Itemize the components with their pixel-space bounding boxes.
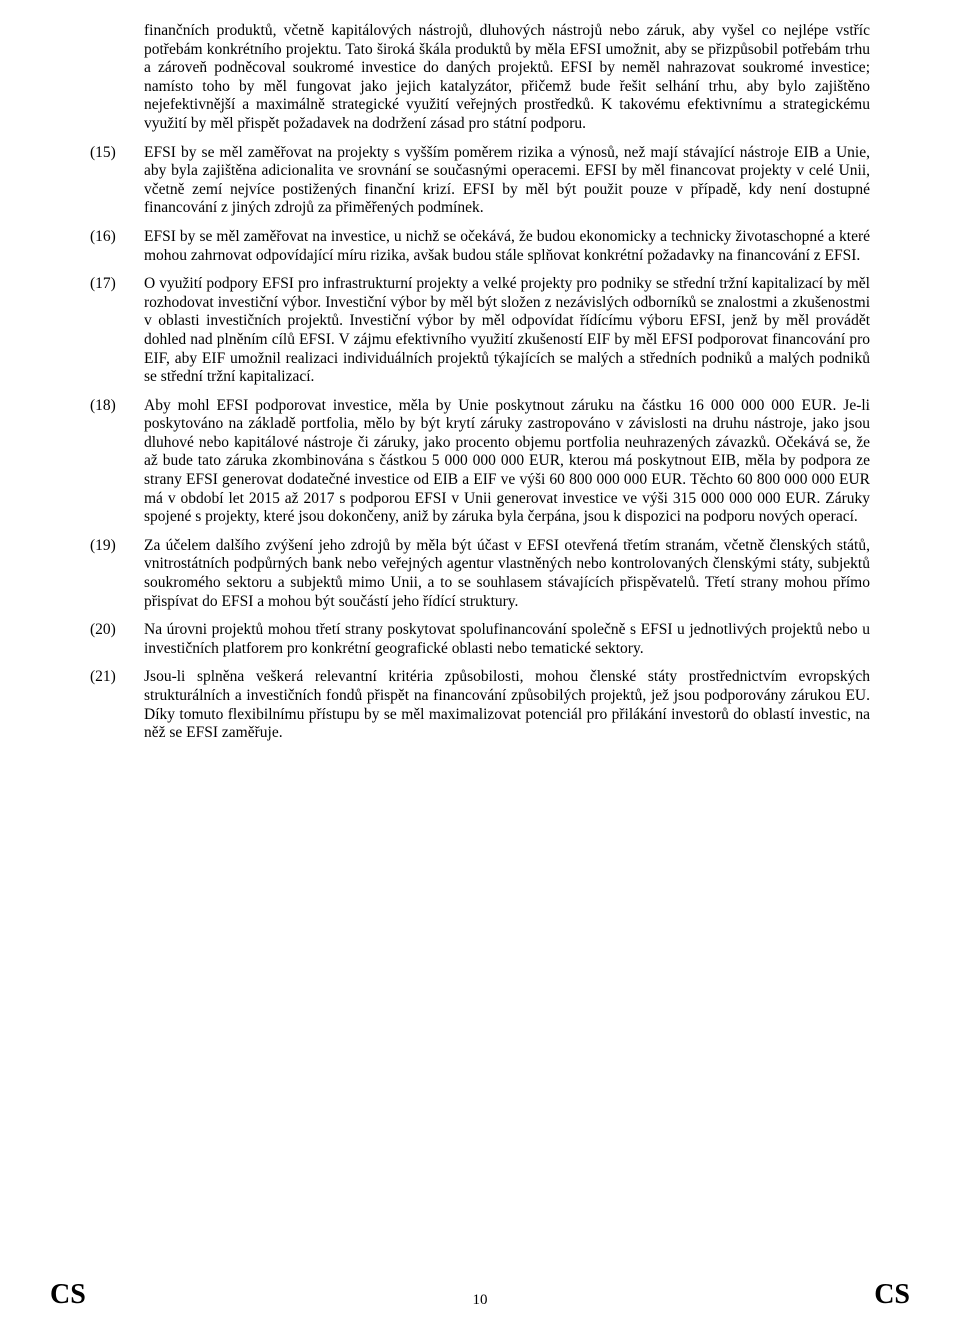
- paragraph-body: EFSI by se měl zaměřovat na investice, u…: [144, 228, 870, 265]
- page-number: 10: [473, 1291, 488, 1309]
- paragraph-number: (18): [90, 397, 144, 527]
- page-footer: CS 10 CS: [0, 1278, 960, 1312]
- paragraph-15: (15) EFSI by se měl zaměřovat na projekt…: [90, 144, 870, 218]
- paragraph-18: (18) Aby mohl EFSI podporovat investice,…: [90, 397, 870, 527]
- paragraph-number: (19): [90, 537, 144, 611]
- paragraph-number: (17): [90, 275, 144, 387]
- paragraph-number: (21): [90, 668, 144, 742]
- paragraph-16: (16) EFSI by se měl zaměřovat na investi…: [90, 228, 870, 265]
- paragraph-body: Jsou-li splněna veškerá relevantní krité…: [144, 668, 870, 742]
- paragraph-body: Na úrovni projektů mohou třetí strany po…: [144, 621, 870, 658]
- footer-left-label: CS: [50, 1278, 86, 1312]
- paragraph-20: (20) Na úrovni projektů mohou třetí stra…: [90, 621, 870, 658]
- paragraph-body: O využití podpory EFSI pro infrastruktur…: [144, 275, 870, 387]
- paragraph-17: (17) O využití podpory EFSI pro infrastr…: [90, 275, 870, 387]
- paragraph-number: (16): [90, 228, 144, 265]
- paragraph-body: Za účelem dalšího zvýšení jeho zdrojů by…: [144, 537, 870, 611]
- paragraph-21: (21) Jsou-li splněna veškerá relevantní …: [90, 668, 870, 742]
- paragraph-number: (15): [90, 144, 144, 218]
- paragraph-body: Aby mohl EFSI podporovat investice, měla…: [144, 397, 870, 527]
- footer-right-label: CS: [874, 1278, 910, 1312]
- paragraph-body: EFSI by se měl zaměřovat na projekty s v…: [144, 144, 870, 218]
- continued-paragraph: finančních produktů, včetně kapitálových…: [144, 22, 870, 134]
- paragraph-19: (19) Za účelem dalšího zvýšení jeho zdro…: [90, 537, 870, 611]
- paragraph-number: (20): [90, 621, 144, 658]
